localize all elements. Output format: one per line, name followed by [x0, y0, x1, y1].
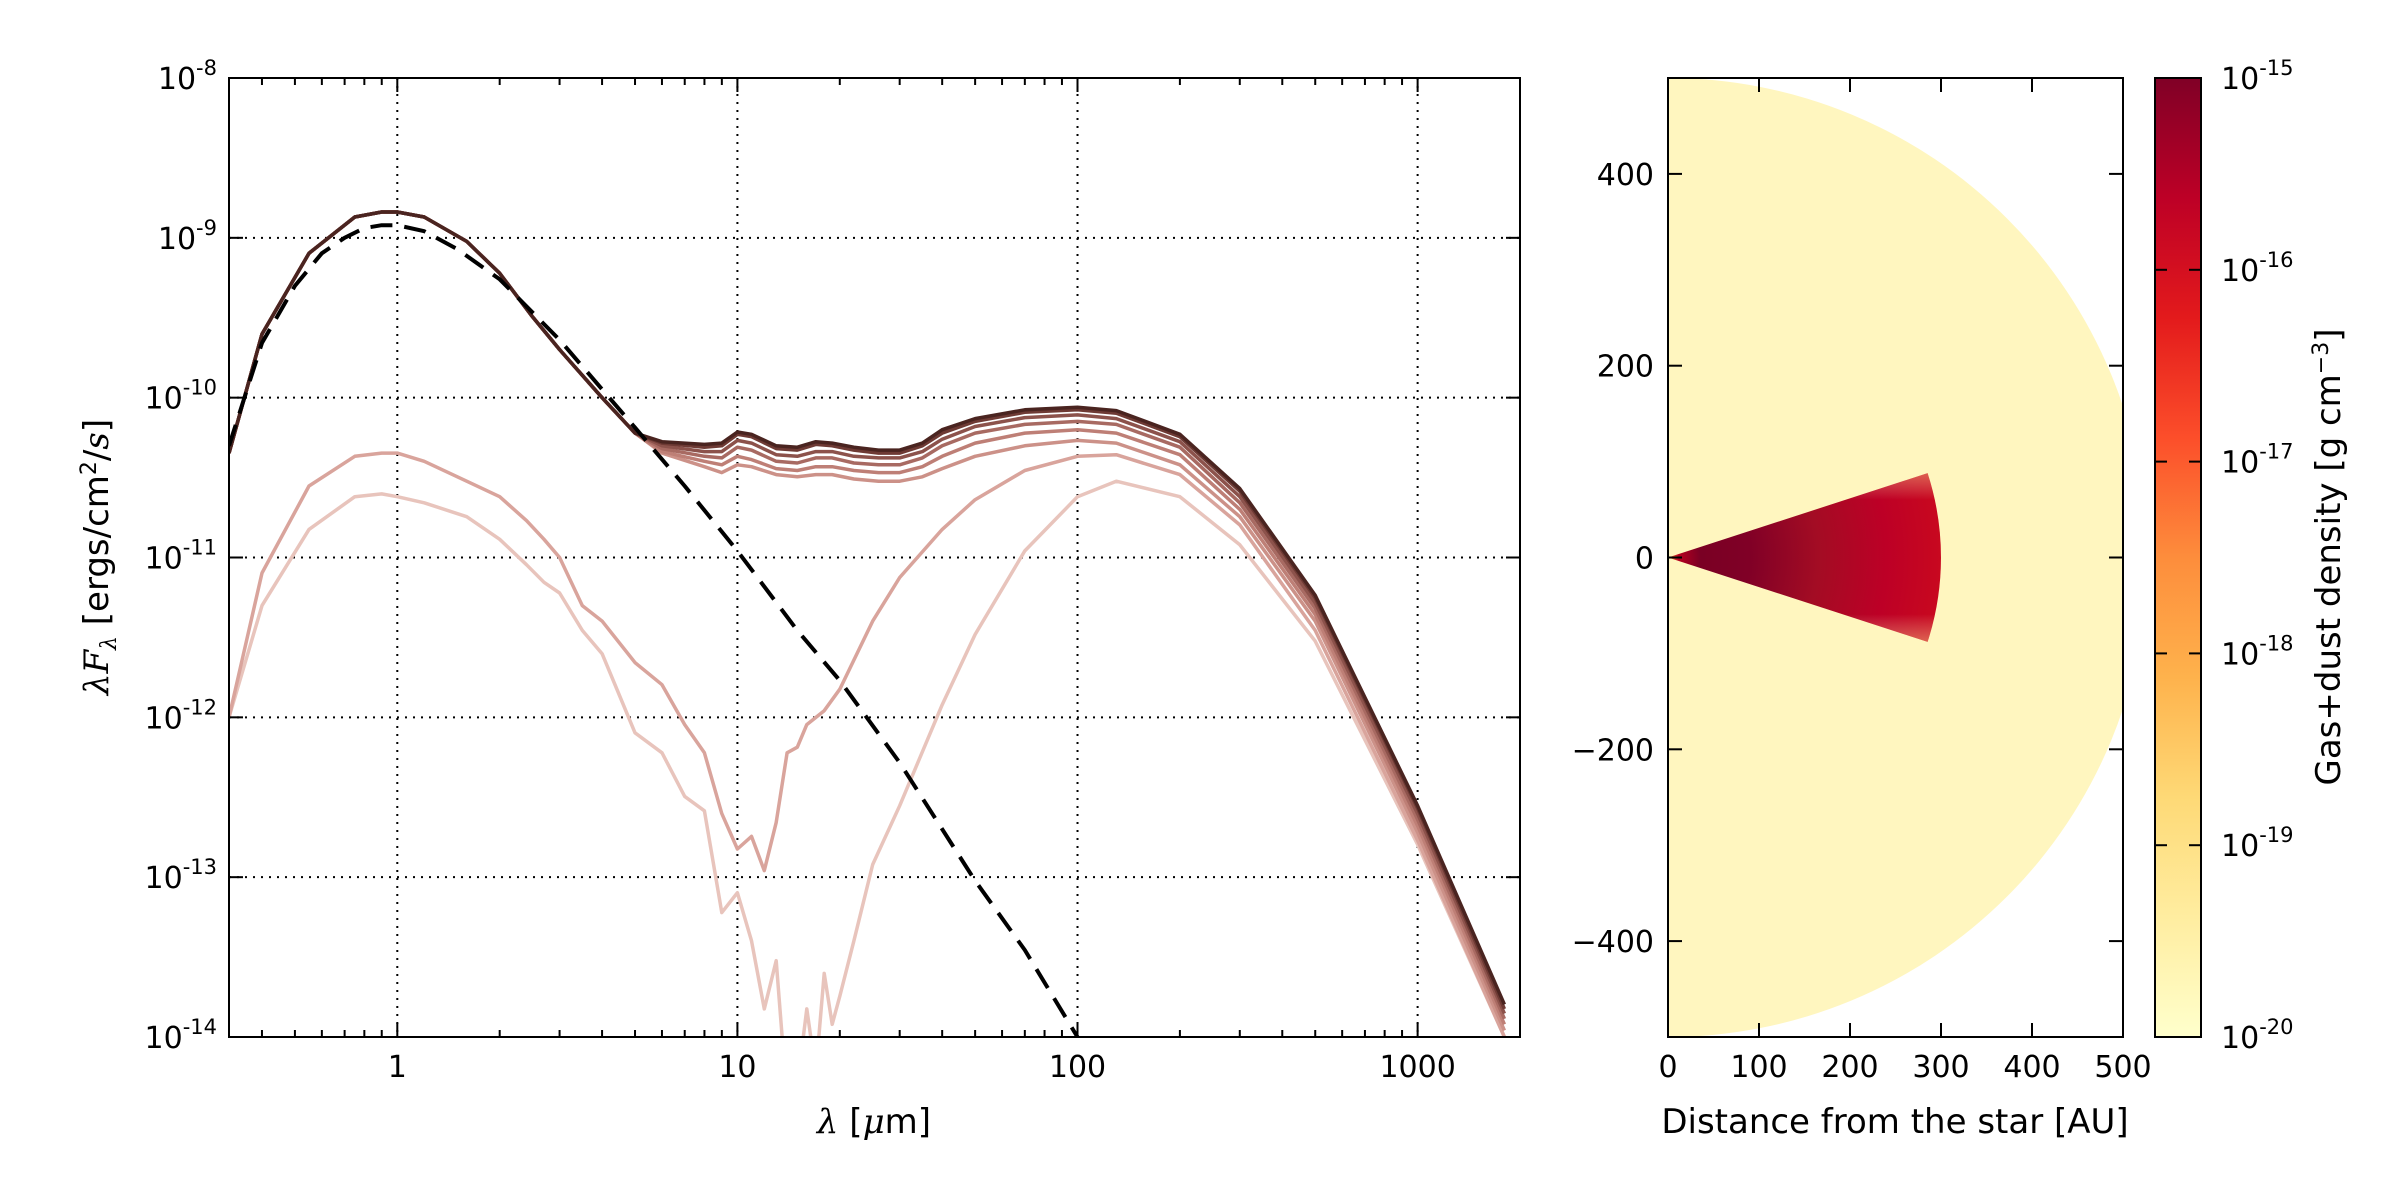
sed-x-tick-labels: 1 10 100 1000 — [388, 1050, 1456, 1085]
sed-y-tick-label: 10-14 — [145, 1015, 218, 1056]
colorbar-tick-label: 10-17 — [2221, 440, 2294, 481]
colorbar-tick-label: 10-18 — [2221, 631, 2294, 672]
sed-y-tick-label: 10-9 — [158, 216, 217, 257]
sed-x-tick-label: 1 — [388, 1050, 407, 1085]
colorbar-frame — [2154, 77, 2202, 1038]
sed-series-line — [229, 451, 1507, 1037]
sed-y-tick-label: 10-10 — [145, 376, 218, 417]
colorbar: 10-15 10-16 10-17 10-18 10-19 10-20 Gas+dust … — [2154, 56, 2349, 1056]
map-y-tick-labels: 400 200 0 −200 −400 — [1572, 158, 1654, 960]
map-y-tick-label: −200 — [1572, 733, 1654, 768]
map-y-tick-label: 200 — [1597, 350, 1654, 385]
map-y-tick-label: 400 — [1597, 158, 1654, 193]
disk-lower-fade — [1668, 557, 1941, 642]
map-ticks — [1667, 78, 2124, 1037]
sed-lines — [229, 210, 1507, 1037]
sed-y-tick-label: 10-8 — [158, 56, 217, 97]
sed-x-tick-label: 100 — [1049, 1050, 1106, 1085]
map-x-tick-label: 0 — [1658, 1050, 1677, 1085]
map-x-tick-label: 300 — [1912, 1050, 1969, 1085]
sed-y-tick-label: 10-13 — [145, 855, 218, 896]
map-x-tick-label: 400 — [2003, 1050, 2060, 1085]
disk-upper-fade — [1668, 473, 1941, 558]
sed-y-tick-label: 10-12 — [145, 695, 218, 736]
sed-x-axis-label: λ [μm] — [815, 1102, 931, 1142]
colorbar-label: Gas+dust density [g cm−3] — [2309, 328, 2349, 785]
sed-grid — [229, 78, 1520, 1037]
sed-x-tick-label: 10 — [718, 1050, 756, 1085]
map-x-tick-label: 100 — [1730, 1050, 1787, 1085]
colorbar-tick-label: 10-19 — [2221, 823, 2294, 864]
sed-y-tick-label: 10-11 — [145, 536, 218, 577]
sed-series-line — [229, 479, 1506, 1037]
colorbar-ticks — [2155, 77, 2201, 1038]
map-x-tick-label: 200 — [1821, 1050, 1878, 1085]
map-x-axis-label: Distance from the star [AU] — [1661, 1102, 2128, 1142]
colorbar-gradient — [2155, 78, 2201, 1037]
colorbar-tick-labels: 10-15 10-16 10-17 10-18 10-19 10-20 — [2221, 56, 2294, 1056]
sed-ticks — [229, 77, 1521, 1038]
sed-y-tick-labels: 10-8 10-9 10-10 10-11 10-12 10-13 10-14 — [145, 56, 218, 1056]
sed-series-line — [229, 210, 1507, 1006]
density-map: 0 100 200 300 400 500 400 200 0 −200 −400 Distanc… — [1572, 77, 2152, 1142]
sed-series-line — [229, 210, 1507, 1032]
map-x-tick-labels: 0 100 200 300 400 500 — [1658, 1050, 2151, 1085]
sed-x-tick-label: 1000 — [1379, 1050, 1455, 1085]
map-x-tick-label: 500 — [2094, 1050, 2151, 1085]
map-y-tick-label: 0 — [1635, 542, 1654, 577]
sed-y-axis-label: λFλ [ergs/cm2/s] — [77, 419, 122, 697]
colorbar-tick-label: 10-16 — [2221, 248, 2294, 289]
sed-plot: 1 10 100 1000 10-810-910-1010-1110-1210-131… — [77, 56, 1521, 1142]
colorbar-tick-label: 10-15 — [2221, 56, 2294, 97]
sed-series-line-dashed — [229, 223, 1080, 1037]
map-y-tick-label: −400 — [1572, 925, 1654, 960]
colorbar-tick-label: 10-20 — [2221, 1015, 2294, 1056]
